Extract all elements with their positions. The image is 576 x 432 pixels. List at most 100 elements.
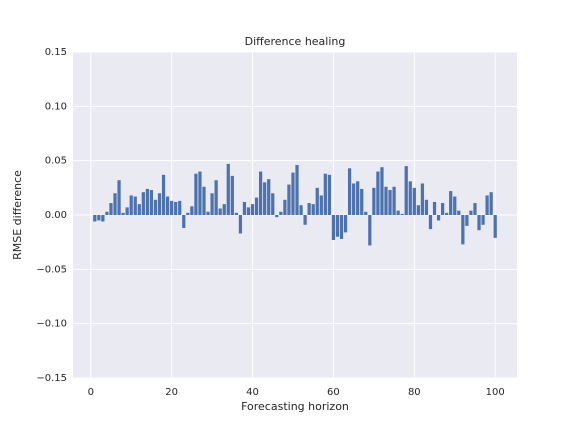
bar bbox=[267, 179, 271, 215]
bar bbox=[137, 204, 141, 215]
bar bbox=[469, 210, 473, 215]
bar bbox=[263, 182, 267, 215]
bar bbox=[170, 200, 174, 215]
bar bbox=[485, 195, 489, 215]
bar bbox=[360, 188, 364, 215]
bar bbox=[473, 203, 477, 215]
bar bbox=[404, 166, 408, 215]
bar bbox=[113, 193, 117, 215]
y-axis-label: RMSE difference bbox=[11, 170, 24, 260]
bar bbox=[311, 204, 315, 215]
bar bbox=[186, 212, 190, 215]
x-tick-label: 20 bbox=[165, 387, 178, 398]
x-tick-label: 0 bbox=[88, 387, 94, 398]
bar bbox=[436, 215, 441, 221]
bar bbox=[380, 167, 384, 215]
bar bbox=[101, 215, 105, 222]
bar bbox=[121, 212, 125, 215]
bar bbox=[327, 174, 331, 215]
bar bbox=[133, 196, 137, 215]
bar bbox=[210, 193, 214, 215]
bar bbox=[408, 181, 412, 215]
bar bbox=[194, 173, 198, 215]
bar bbox=[412, 187, 416, 215]
bar bbox=[347, 168, 352, 215]
y-tick-label: −0.10 bbox=[36, 319, 67, 330]
bar bbox=[420, 183, 425, 215]
bar bbox=[165, 196, 170, 215]
bar bbox=[242, 201, 247, 215]
bar bbox=[161, 174, 166, 215]
bar bbox=[234, 212, 238, 215]
bar bbox=[250, 204, 255, 215]
bar bbox=[222, 204, 226, 215]
bar bbox=[388, 190, 392, 215]
bar bbox=[364, 211, 368, 215]
bar bbox=[319, 195, 323, 215]
bar bbox=[226, 163, 230, 215]
bar bbox=[202, 186, 206, 215]
bar bbox=[271, 193, 275, 215]
bar bbox=[246, 207, 251, 215]
bar bbox=[190, 206, 194, 215]
bar bbox=[153, 199, 158, 215]
bar bbox=[287, 184, 291, 215]
y-tick-label: 0.05 bbox=[45, 156, 67, 167]
bar bbox=[178, 200, 182, 215]
bar bbox=[416, 205, 420, 215]
bar bbox=[315, 187, 319, 215]
bar bbox=[343, 215, 348, 233]
bar bbox=[129, 195, 133, 215]
x-tick-label: 100 bbox=[486, 387, 505, 398]
bar bbox=[356, 181, 360, 215]
bar bbox=[283, 199, 287, 215]
x-axis-label: Forecasting horizon bbox=[241, 400, 349, 413]
bar bbox=[214, 180, 218, 215]
bar bbox=[141, 192, 145, 215]
bar bbox=[97, 215, 101, 221]
bar bbox=[254, 197, 259, 215]
bar bbox=[230, 175, 234, 215]
bar bbox=[93, 215, 97, 222]
bar bbox=[218, 208, 222, 215]
bar bbox=[145, 188, 149, 215]
bar bbox=[295, 165, 299, 215]
x-tick-label: 80 bbox=[408, 387, 421, 398]
bar bbox=[157, 193, 162, 215]
bar bbox=[238, 215, 243, 234]
bar bbox=[489, 192, 493, 215]
bar bbox=[279, 211, 283, 215]
bar bbox=[428, 215, 433, 230]
bar bbox=[352, 183, 356, 215]
bar bbox=[331, 215, 336, 240]
chart-title: Difference healing bbox=[245, 35, 346, 48]
bar bbox=[323, 173, 327, 215]
bar bbox=[198, 171, 202, 215]
bar bbox=[299, 205, 303, 215]
bar bbox=[457, 210, 461, 215]
bar bbox=[105, 211, 109, 215]
bar bbox=[291, 172, 295, 215]
bar bbox=[125, 207, 129, 215]
bar bbox=[449, 191, 453, 215]
bar bbox=[441, 203, 445, 215]
bar bbox=[339, 215, 344, 239]
bar bbox=[372, 187, 376, 215]
bar bbox=[396, 210, 400, 215]
bar bbox=[335, 215, 340, 237]
bar bbox=[461, 215, 465, 245]
y-tick-label: 0.15 bbox=[45, 47, 67, 58]
bar bbox=[392, 186, 396, 215]
y-tick-label: −0.15 bbox=[36, 373, 67, 384]
bar bbox=[477, 215, 481, 231]
bar bbox=[303, 215, 307, 225]
y-tick-label: −0.05 bbox=[36, 264, 67, 275]
bar bbox=[432, 201, 437, 215]
bar bbox=[149, 190, 154, 215]
y-tick-label: 0.00 bbox=[45, 210, 67, 221]
x-tick-label: 60 bbox=[327, 387, 340, 398]
bar bbox=[206, 211, 210, 215]
bar bbox=[275, 215, 279, 218]
bar bbox=[182, 215, 186, 229]
